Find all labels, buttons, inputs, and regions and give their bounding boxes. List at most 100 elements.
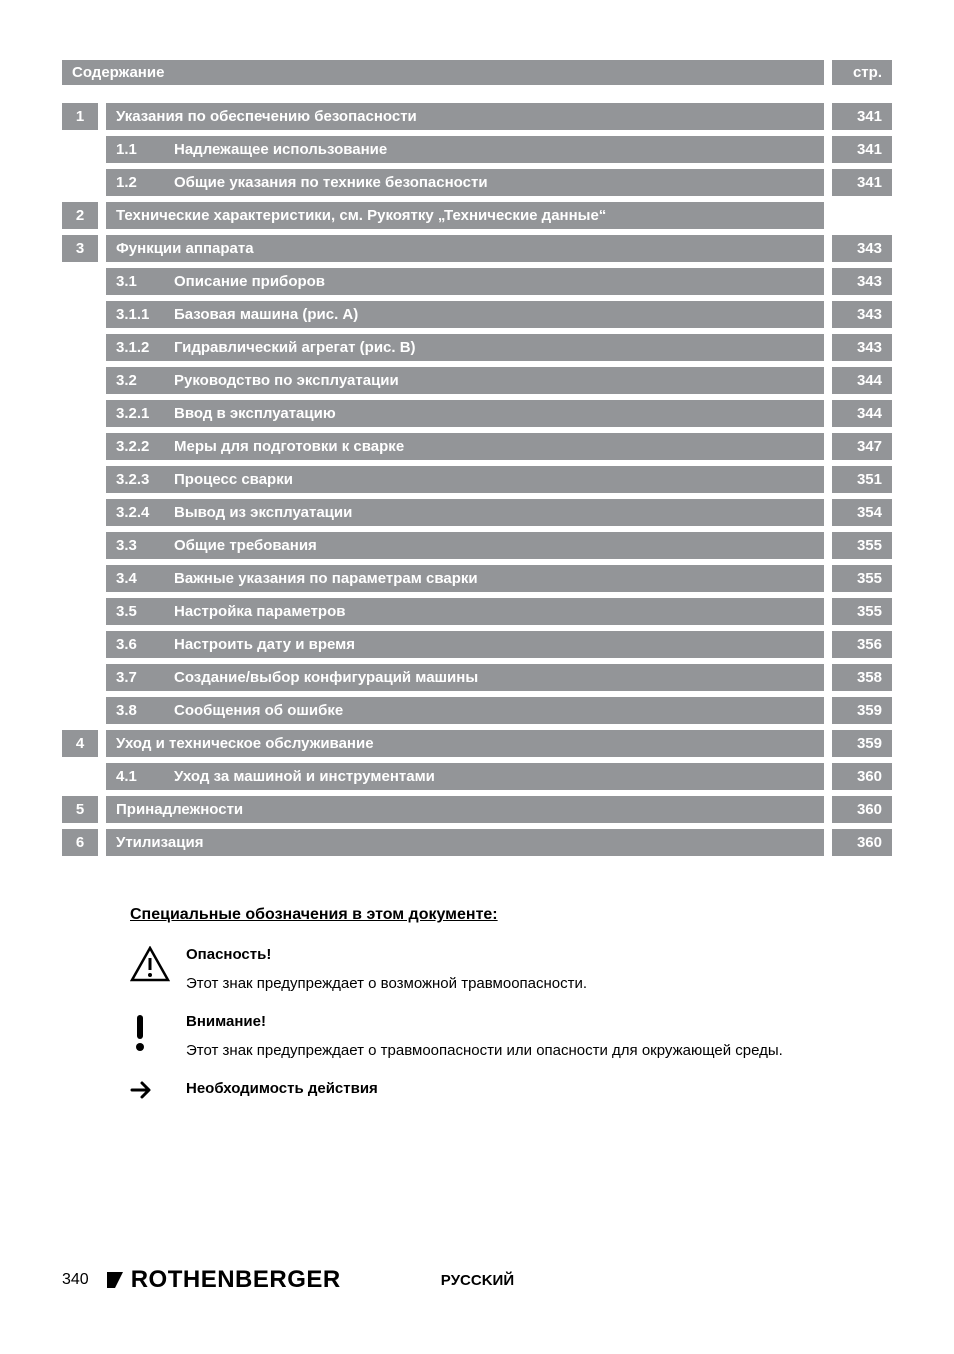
toc-title: 4.1Уход за машиной и инструментами (106, 763, 824, 790)
toc-page-number: 344 (832, 400, 892, 427)
arrow-right-icon (130, 1078, 172, 1105)
toc-title-text: Настроить дату и время (174, 636, 355, 653)
toc-page-number: 354 (832, 499, 892, 526)
toc-title-text: Вывод из эксплуатации (174, 504, 352, 521)
toc-table: 1Указания по обеспечению безопасности341… (62, 103, 892, 856)
toc-section-spacer (62, 499, 98, 526)
toc-section-spacer (62, 169, 98, 196)
note-heading: Опасность! (186, 944, 892, 967)
toc-page-number: 343 (832, 268, 892, 295)
toc-title-text: Важные указания по параметрам сварки (174, 570, 478, 587)
toc-page-number: 360 (832, 829, 892, 856)
toc-page-number: 356 (832, 631, 892, 658)
toc-row: 3.5Настройка параметров 355 (62, 598, 892, 625)
toc-section-spacer (62, 334, 98, 361)
toc-title: Указания по обеспечению безопасности (106, 103, 824, 130)
toc-title: Функции аппарата (106, 235, 824, 262)
toc-section-spacer (62, 433, 98, 460)
toc-page-number: 341 (832, 169, 892, 196)
toc-page-number: 359 (832, 697, 892, 724)
toc-section-spacer (62, 268, 98, 295)
exclamation-icon (130, 1011, 172, 1058)
toc-section-number: 2 (62, 202, 98, 229)
toc-subsection-number: 1.1 (116, 141, 174, 158)
toc-subsection-number: 3.3 (116, 537, 174, 554)
toc-row: 3.6Настроить дату и время 356 (62, 631, 892, 658)
toc-title-text: Утилизация (116, 834, 203, 851)
toc-subsection-number: 3.2 (116, 372, 174, 389)
toc-page-number: 355 (832, 598, 892, 625)
footer-logo-text: ROTHENBERGER (131, 1266, 341, 1294)
toc-title-text: Функции аппарата (116, 240, 254, 257)
toc-subsection-number: 3.1.2 (116, 339, 174, 356)
toc-title: 3.4Важные указания по параметрам сварки (106, 565, 824, 592)
toc-row: 1Указания по обеспечению безопасности341 (62, 103, 892, 130)
toc-subsection-number: 3.8 (116, 702, 174, 719)
toc-title: 3.8Сообщения об ошибке (106, 697, 824, 724)
toc-section-spacer (62, 367, 98, 394)
toc-subsection-number: 1.2 (116, 174, 174, 191)
toc-row: 2 Технические характеристики, см. Рукоятк… (62, 202, 892, 229)
toc-title: Уход и техническое обслуживание (106, 730, 824, 757)
toc-row: 3.1Описание приборов343 (62, 268, 892, 295)
toc-row: 5Принадлежности360 (62, 796, 892, 823)
toc-row: 3.1.1Базовая машина (рис. А)343 (62, 301, 892, 328)
toc-title: Принадлежности (106, 796, 824, 823)
toc-subsection-number: 3.2.2 (116, 438, 174, 455)
toc-page-number: 344 (832, 367, 892, 394)
toc-page-number: 360 (832, 796, 892, 823)
toc-title: 3.2.1Ввод в эксплуатацию (106, 400, 824, 427)
note-heading: Внимание! (186, 1011, 892, 1034)
toc-row: 1.1Надлежащее использование 341 (62, 136, 892, 163)
page-footer: 340 ROTHENBERGER PУCCKИЙ (62, 1266, 892, 1294)
toc-page-number: 358 (832, 664, 892, 691)
toc-page-number: 347 (832, 433, 892, 460)
notes-title: Специальные обозначения в этом документе… (130, 906, 892, 924)
toc-title: 3.2.3Процесс сварки (106, 466, 824, 493)
toc-title-text: Общие требования (174, 537, 317, 554)
note-text: Внимание!Этот знак предупреждает о травм… (186, 1011, 892, 1062)
notes-section: Специальные обозначения в этом документе… (62, 906, 892, 1107)
toc-section-spacer (62, 532, 98, 559)
toc-title: 1.1Надлежащее использование (106, 136, 824, 163)
toc-row: 3.3Общие требования 355 (62, 532, 892, 559)
toc-row: 3Функции аппарата343 (62, 235, 892, 262)
note-item: Внимание!Этот знак предупреждает о травм… (130, 1011, 892, 1062)
toc-row: 4.1Уход за машиной и инструментами 360 (62, 763, 892, 790)
toc-subsection-number: 3.6 (116, 636, 174, 653)
toc-row: 1.2Общие указания по технике безопасност… (62, 169, 892, 196)
toc-section-spacer (62, 400, 98, 427)
toc-title-text: Указания по обеспечению безопасности (116, 108, 417, 125)
toc-page-number: 351 (832, 466, 892, 493)
toc-page-number: 343 (832, 301, 892, 328)
toc-row: 3.4Важные указания по параметрам сварки 3… (62, 565, 892, 592)
toc-section-spacer (62, 631, 98, 658)
note-heading: Необходимость действия (186, 1078, 892, 1101)
toc-title-text: Общие указания по технике безопасности (174, 174, 488, 191)
toc-title-text: Уход за машиной и инструментами (174, 768, 435, 785)
toc-subsection-number: 3.2.3 (116, 471, 174, 488)
toc-title-text: Меры для подготовки к сварке (174, 438, 404, 455)
toc-title: 3.6Настроить дату и время (106, 631, 824, 658)
toc-section-spacer (62, 664, 98, 691)
toc-page-number: 360 (832, 763, 892, 790)
toc-page-number: 355 (832, 565, 892, 592)
toc-title: 3.7Создание/выбор конфигураций машины (106, 664, 824, 691)
toc-header-page: стр. (832, 60, 892, 85)
toc-subsection-number: 3.1.1 (116, 306, 174, 323)
toc-subsection-number: 3.5 (116, 603, 174, 620)
toc-subsection-number: 3.2.4 (116, 504, 174, 521)
toc-page-number: 355 (832, 532, 892, 559)
toc-section-spacer (62, 466, 98, 493)
toc-subsection-number: 4.1 (116, 768, 174, 785)
warning-triangle-icon (130, 944, 172, 987)
note-item: Опасность!Этот знак предупреждает о возм… (130, 944, 892, 995)
toc-section-spacer (62, 136, 98, 163)
toc-section-number: 4 (62, 730, 98, 757)
toc-title: 3.5Настройка параметров (106, 598, 824, 625)
toc-title-text: Процесс сварки (174, 471, 293, 488)
toc-page-number: 341 (832, 136, 892, 163)
toc-title: Технические характеристики, см. Рукоятку… (106, 202, 824, 229)
note-text: Опасность!Этот знак предупреждает о возм… (186, 944, 892, 995)
toc-title-text: Руководство по эксплуатации (174, 372, 399, 389)
